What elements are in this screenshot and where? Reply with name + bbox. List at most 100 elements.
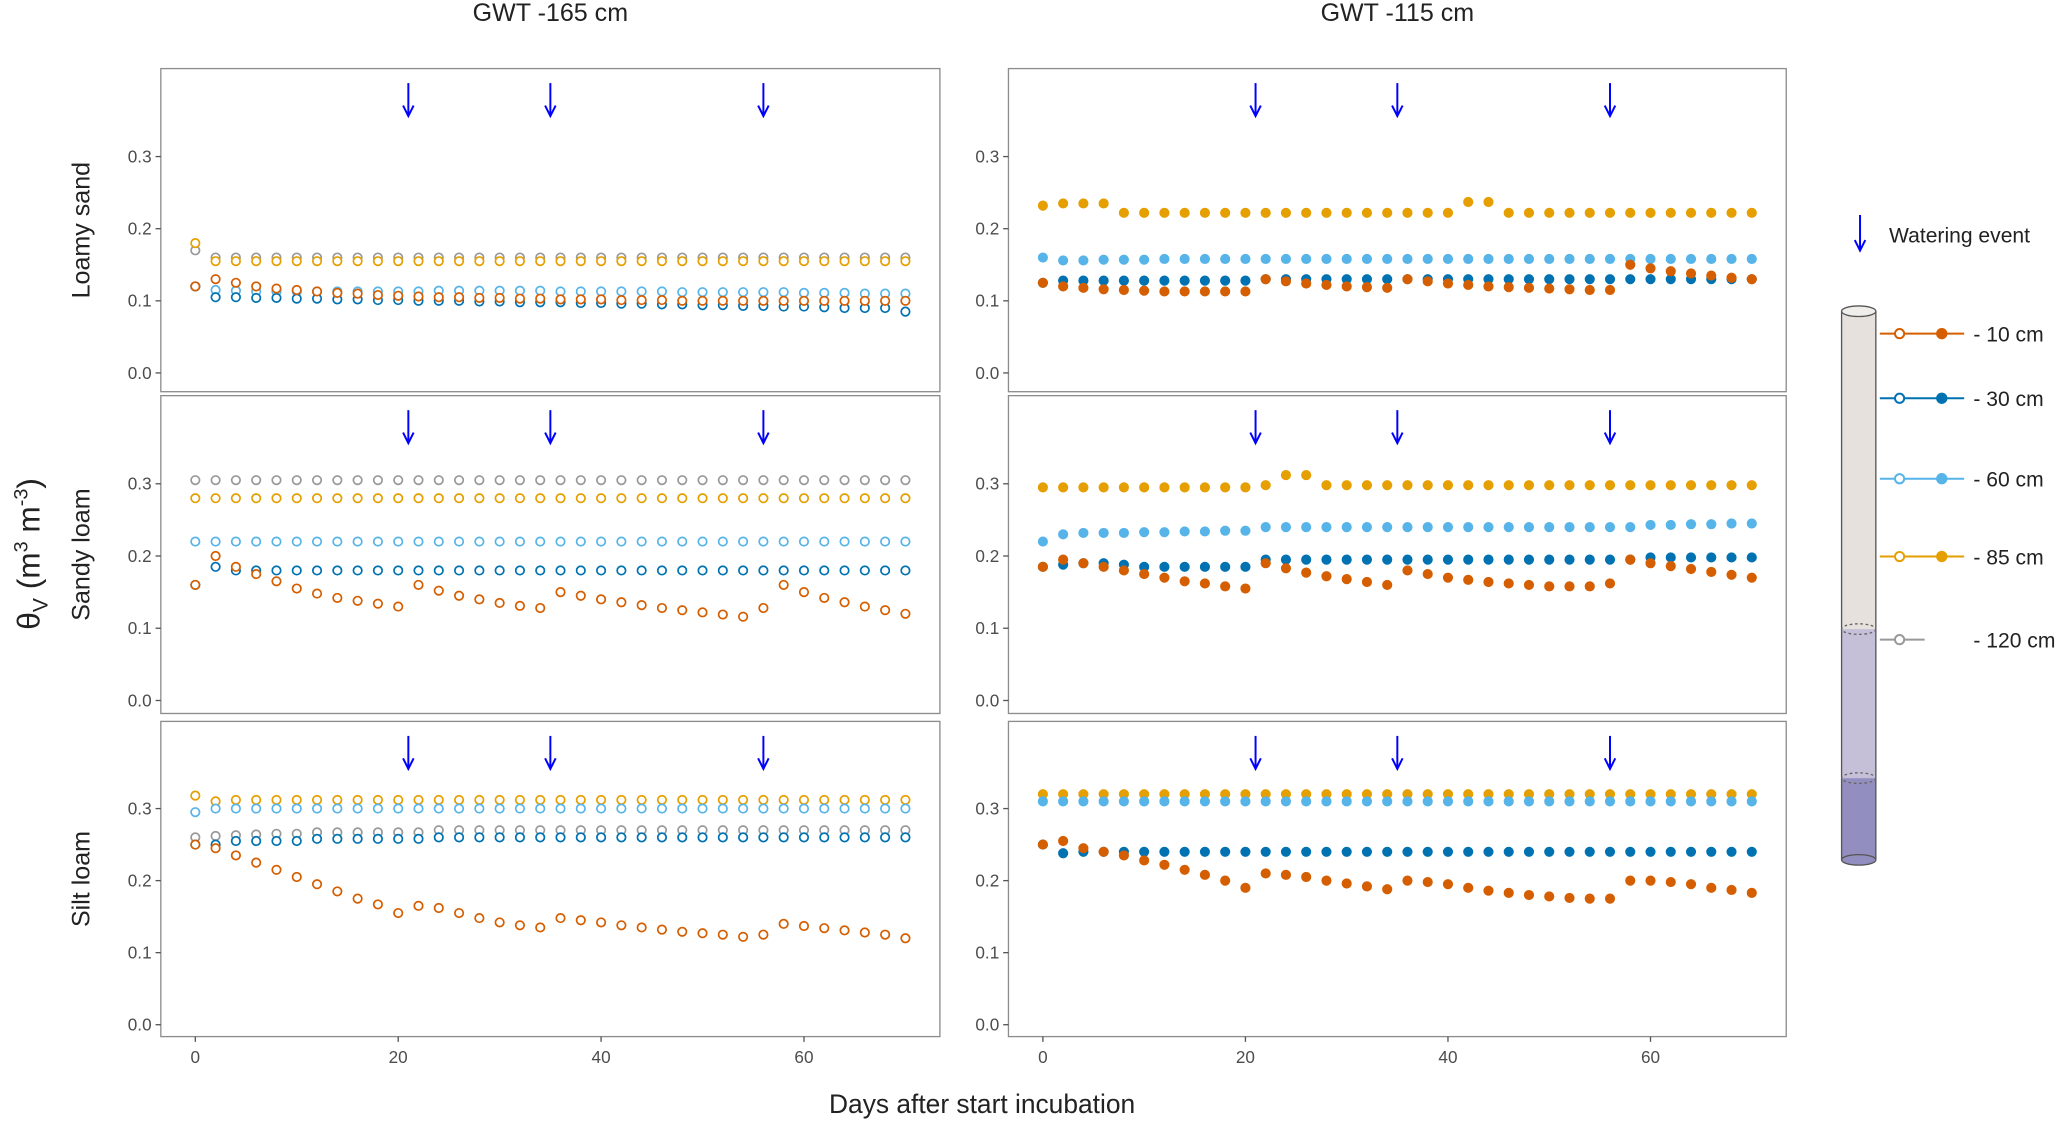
y-tick-label: 0.0 (975, 690, 999, 710)
data-point (271, 803, 282, 814)
data-point (1220, 482, 1231, 493)
data-point (1544, 283, 1555, 294)
data-point (1078, 796, 1089, 807)
data-point (1240, 286, 1251, 297)
data-point (1746, 207, 1757, 218)
data-point (839, 295, 850, 306)
data-point (535, 293, 546, 304)
data-point (230, 493, 241, 504)
data-point (352, 893, 363, 904)
data-point (230, 803, 241, 814)
data-point (494, 493, 505, 504)
data-point (413, 475, 424, 486)
data-point (575, 536, 586, 547)
data-point (271, 576, 282, 587)
data-point (1280, 522, 1292, 533)
data-point (1321, 522, 1332, 533)
data-point (1544, 581, 1555, 592)
data-point (1503, 796, 1514, 807)
y-tick-label: 0.3 (128, 799, 152, 819)
data-point (393, 493, 404, 504)
data-point (1341, 480, 1352, 491)
data-point (514, 256, 526, 267)
data-point (596, 493, 607, 504)
data-point (1564, 480, 1575, 491)
data-point (433, 256, 444, 267)
data-point (758, 602, 769, 614)
data-point (311, 256, 323, 267)
data-point (900, 933, 911, 944)
data-point (1321, 253, 1332, 265)
data-point (190, 238, 201, 249)
data-point (616, 256, 627, 267)
data-point (1321, 846, 1332, 857)
data-point (1301, 253, 1312, 265)
data-point (352, 833, 363, 844)
data-point (1685, 519, 1697, 530)
data-point (494, 803, 505, 814)
data-point (1483, 480, 1494, 491)
data-point (1503, 887, 1514, 898)
column-title: GWT -115 cm (1321, 0, 1475, 27)
data-point (738, 256, 749, 267)
x-tick-label: 20 (1236, 1047, 1255, 1067)
data-point (677, 926, 688, 937)
data-point (311, 493, 323, 504)
data-point (758, 803, 769, 814)
data-point (798, 536, 810, 547)
data-point (251, 857, 262, 868)
data-point (636, 256, 647, 267)
data-point (1078, 255, 1089, 266)
data-point (1341, 522, 1352, 533)
data-point (1625, 796, 1636, 807)
y-label-part: ) (11, 478, 47, 489)
data-point (758, 256, 769, 267)
data-point (616, 536, 627, 547)
data-point (474, 475, 485, 486)
data-point (880, 605, 891, 616)
data-point (393, 907, 404, 919)
data-point (880, 536, 891, 547)
data-point (575, 256, 586, 267)
data-point (291, 794, 302, 806)
data-point (778, 794, 789, 806)
data-point (271, 565, 282, 576)
x-tick-label: 60 (1641, 1047, 1660, 1067)
data-point (738, 536, 749, 547)
data-point (1321, 207, 1332, 218)
data-point (900, 803, 911, 814)
data-point (1037, 796, 1048, 807)
data-point (453, 256, 465, 267)
x-tick-label: 60 (794, 1047, 813, 1067)
data-point (1584, 207, 1595, 218)
data-point (372, 289, 383, 301)
data-point (1523, 282, 1535, 293)
data-point (372, 536, 383, 547)
data-point (1118, 565, 1129, 576)
watering-arrowhead (757, 105, 770, 119)
data-point (494, 536, 505, 547)
data-point (738, 803, 749, 814)
data-point (880, 565, 891, 576)
data-point (778, 493, 789, 504)
data-point (717, 493, 728, 504)
data-point (575, 475, 586, 486)
data-point (474, 536, 485, 547)
data-point (1341, 281, 1352, 292)
watering-arrowhead (1249, 105, 1262, 119)
data-point (839, 925, 850, 936)
data-point (1523, 207, 1535, 218)
data-point (900, 306, 911, 317)
data-point (1058, 198, 1069, 209)
data-point (210, 292, 221, 303)
data-point (1665, 253, 1676, 265)
data-point (636, 493, 647, 504)
data-point (717, 475, 728, 486)
data-point (1422, 480, 1433, 491)
data-point (311, 475, 323, 486)
data-point (1503, 578, 1514, 589)
data-point (1139, 275, 1150, 286)
data-point (1199, 526, 1210, 537)
data-point (474, 292, 485, 304)
